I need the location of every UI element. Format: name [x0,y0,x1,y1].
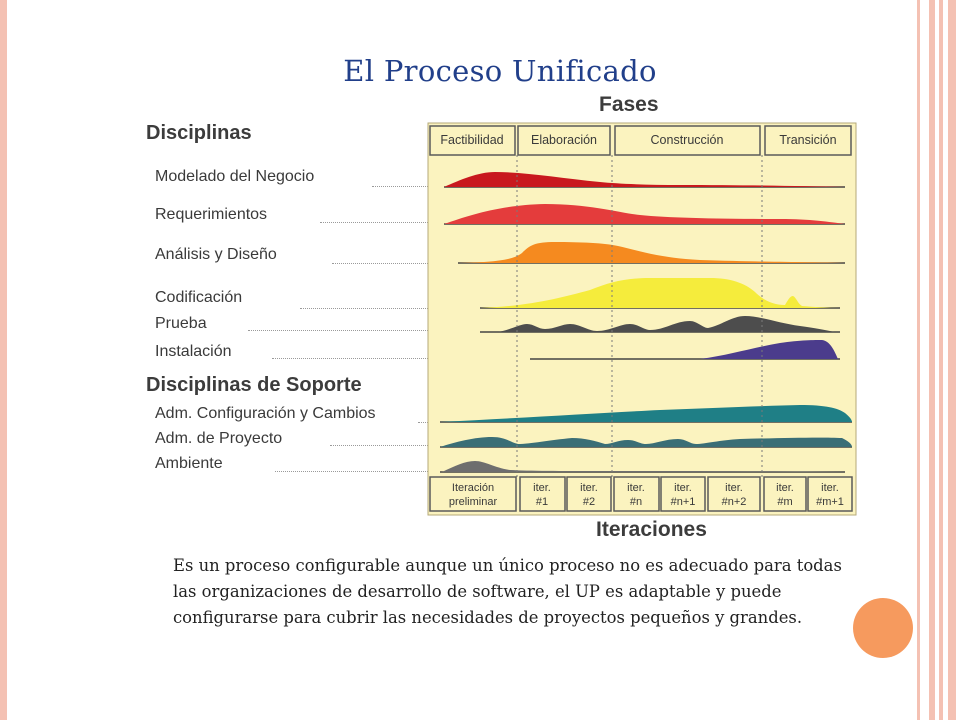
discipline-label-requerimientos: Requerimientos [155,206,268,223]
iterations-heading: Iteraciones [596,518,707,541]
leader-line [332,263,428,264]
right-stripe [939,0,943,720]
right-stripe [948,0,956,720]
hump-ambiente [442,461,845,472]
iteration-label-preliminar: preliminar [449,496,498,508]
leader-line [248,330,428,331]
iteration-label-n2: #n+2 [722,496,747,508]
hump-codificacion [480,278,840,308]
support-label-configuracion: Adm. Configuración y Cambios [155,405,376,422]
right-stripe [929,0,935,720]
iteration-row: Iteración preliminar iter. #1 iter. #2 i… [429,476,853,512]
hump-curves [440,172,852,473]
iteration-label-2: iter. [580,482,598,494]
phase-box-transicion [764,125,852,156]
iteration-label-2: #2 [583,496,595,508]
leader-line [272,358,428,359]
phase-label-elaboracion: Elaboración [531,133,597,147]
slide-title: El Proceso Unificado [343,54,657,88]
iteration-box-m [763,476,807,512]
discipline-label-prueba: Prueba [155,315,207,332]
phase-box-factibilidad [429,125,516,156]
support-label-ambiente: Ambiente [155,455,223,472]
phase-label-transicion: Transición [779,133,836,147]
discipline-label-codificacion: Codificación [155,289,243,306]
phase-box-construccion [614,125,761,156]
iteration-box-1 [519,476,566,512]
iteration-label-n1: iter. [674,482,692,494]
support-label-proyecto: Adm. de Proyecto [155,430,283,447]
hump-modelado [444,172,845,187]
disciplines-heading: Disciplinas [146,122,252,144]
phase-headers: Factibilidad Elaboración Construcción Tr… [429,125,852,156]
iteration-label-n1: #n+1 [671,496,696,508]
iteration-box-2 [566,476,612,512]
hump-requerimientos [444,204,845,224]
iteration-label-n: iter. [627,482,645,494]
iteration-box-n2 [707,476,761,512]
hump-configuracion [440,405,852,422]
leader-line [418,422,428,423]
hump-proyecto [440,437,852,447]
discipline-label-analisis: Análisis y Diseño [155,246,277,263]
diagram-panel [427,122,857,516]
leader-line [372,186,428,187]
slide-border [0,0,920,720]
iteration-label-m: iter. [776,482,794,494]
body-paragraph: Es un proceso configurable aunque un úni… [173,556,842,627]
hump-instalacion [700,340,838,359]
phase-boundaries [516,155,763,480]
leader-line [275,471,428,472]
phase-label-construccion: Construcción [651,133,724,147]
iteration-label-m1: iter. [821,482,839,494]
iteration-label-1: iter. [533,482,551,494]
phases-heading: Fases [599,93,659,116]
iteration-box-n [613,476,660,512]
hump-prueba [498,316,835,332]
iteration-label-n2: iter. [725,482,743,494]
iteration-label-m1: #m+1 [816,496,844,508]
decorative-circle [853,598,913,658]
iteration-label-m: #m [777,496,792,508]
leader-line [320,222,428,223]
phase-box-elaboracion [517,125,611,156]
support-disciplines-heading: Disciplinas de Soporte [146,374,362,396]
iteration-label-preliminar: Iteración [452,482,494,494]
leader-line [300,308,428,309]
phase-label-factibilidad: Factibilidad [440,133,503,147]
discipline-label-instalacion: Instalación [155,343,232,360]
iteration-label-n: #n [630,496,642,508]
iteration-label-1: #1 [536,496,548,508]
hump-analisis [458,242,845,263]
iteration-box-preliminar [429,476,517,512]
iteration-box-n1 [660,476,706,512]
iteration-box-m1 [807,476,853,512]
leader-line [330,445,428,446]
discipline-label-modelado: Modelado del Negocio [155,168,315,185]
